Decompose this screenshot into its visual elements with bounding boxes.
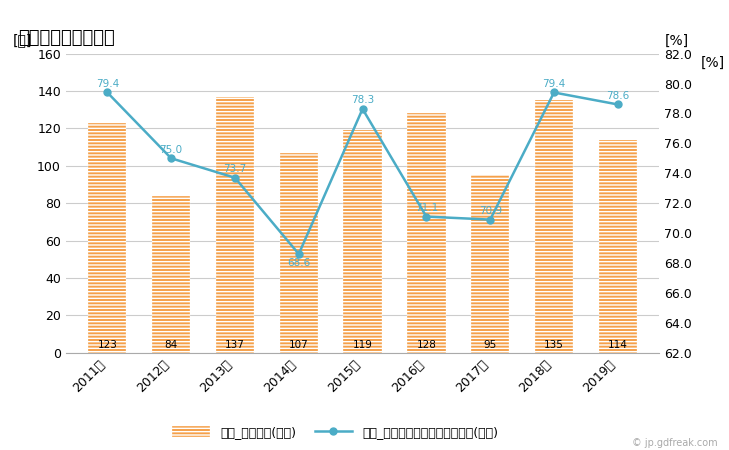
Text: 123: 123 [98,340,117,350]
Text: 79.4: 79.4 [95,79,119,89]
Text: [%]: [%] [665,34,690,48]
Bar [216,97,254,353]
Bar [408,113,445,353]
Text: [棟]: [棟] [12,34,32,48]
Text: 128: 128 [416,340,436,350]
Bar [471,175,510,353]
Text: © jp.gdfreak.com: © jp.gdfreak.com [633,438,718,448]
Text: 73.7: 73.7 [223,164,246,174]
Bar [535,100,573,353]
Text: 95: 95 [483,340,496,350]
Legend: 木造_建築物数(左軸), 木造_全建築物数にしめるシェア(右軸): 木造_建築物数(左軸), 木造_全建築物数にしめるシェア(右軸) [168,421,503,444]
Text: 84: 84 [165,340,178,350]
Bar [280,153,318,353]
Bar [152,196,190,353]
Bar [599,140,637,353]
Text: 68.6: 68.6 [287,258,311,268]
Text: 75.0: 75.0 [160,144,183,154]
Text: 135: 135 [544,340,564,350]
Bar [88,123,126,353]
Text: 71.1: 71.1 [415,203,438,213]
Text: 78.6: 78.6 [607,91,629,101]
Text: 79.4: 79.4 [542,79,566,89]
Text: 107: 107 [289,340,308,350]
Text: 78.3: 78.3 [351,95,374,105]
Text: 木造建築物数の推移: 木造建築物数の推移 [18,28,115,46]
Text: 70.9: 70.9 [479,206,502,216]
Bar [343,130,382,353]
Text: [%]: [%] [701,56,725,70]
Text: 137: 137 [225,340,245,350]
Text: 119: 119 [353,340,373,350]
Text: 114: 114 [608,340,628,350]
